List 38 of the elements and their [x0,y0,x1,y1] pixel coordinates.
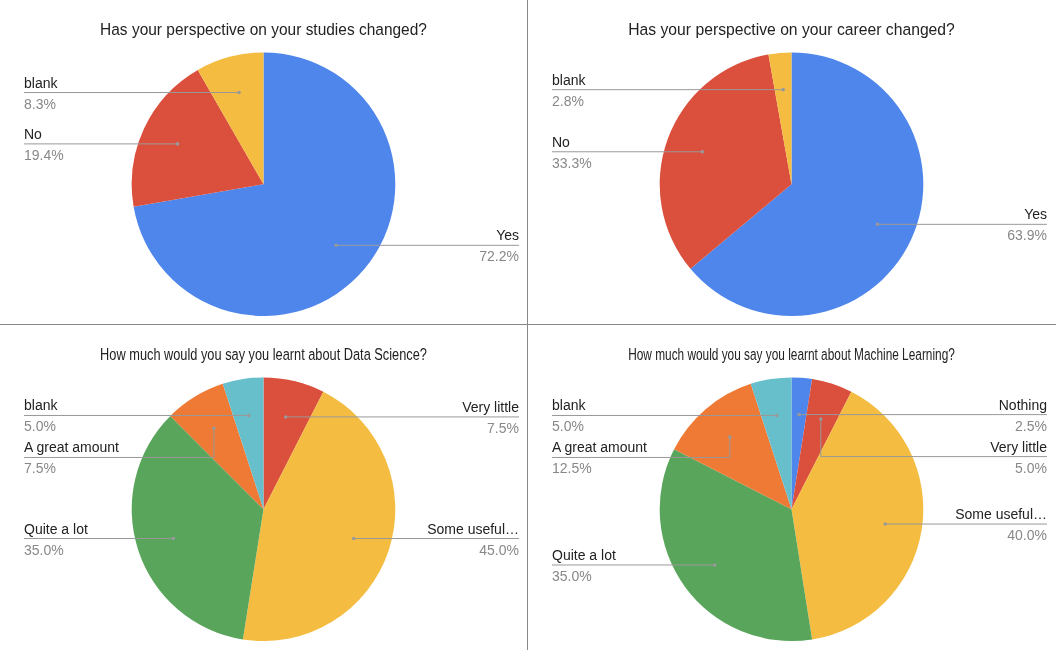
data-label: 5.0% [24,418,56,435]
data-label: 7.5% [24,460,56,477]
slice-label: A great amount [552,439,648,456]
data-label: 2.5% [1015,417,1047,434]
data-label: 35.0% [24,541,64,558]
slice-label: blank [24,397,59,414]
chart-title: How much would you say you learnt about Machine Learning? [628,344,955,364]
data-label: 8.3% [24,95,56,112]
slice-label: Quite a lot [552,546,616,563]
slice-label: No [24,125,43,142]
data-label: 72.2% [479,248,519,265]
slice-label: Quite a lot [24,520,88,537]
data-label: 7.5% [487,419,519,436]
slice-label: No [552,133,571,150]
slice-label: Nothing [998,396,1047,413]
slice-label: Some useful… [955,506,1047,523]
chart-title: Has your perspective on your studies changed? [100,19,427,39]
slice-label: blank [552,397,587,414]
data-label: 12.5% [552,460,592,477]
slice-label: Very little [990,438,1048,455]
data-label: 40.0% [1007,527,1047,544]
data-label: 5.0% [552,418,584,435]
data-label: 5.0% [1015,459,1047,476]
slice-label: blank [552,71,587,88]
data-label: 35.0% [552,567,592,584]
data-label: 45.0% [479,541,519,558]
slice-label: Yes [496,227,519,244]
slice-label: Very little [462,398,520,415]
chart-title: How much would you say you learnt about Data Science? [100,344,427,364]
data-label: 63.9% [1007,227,1047,244]
chart-title: Has your perspective on your career changed? [628,19,955,38]
data-label: 33.3% [552,154,592,171]
slice-label: Yes [1024,206,1047,223]
data-label: 19.4% [24,146,64,163]
slice-label: blank [24,74,59,91]
slice-label: Some useful… [427,520,519,537]
data-label: 2.8% [552,92,584,109]
slice-label: A great amount [24,439,120,456]
